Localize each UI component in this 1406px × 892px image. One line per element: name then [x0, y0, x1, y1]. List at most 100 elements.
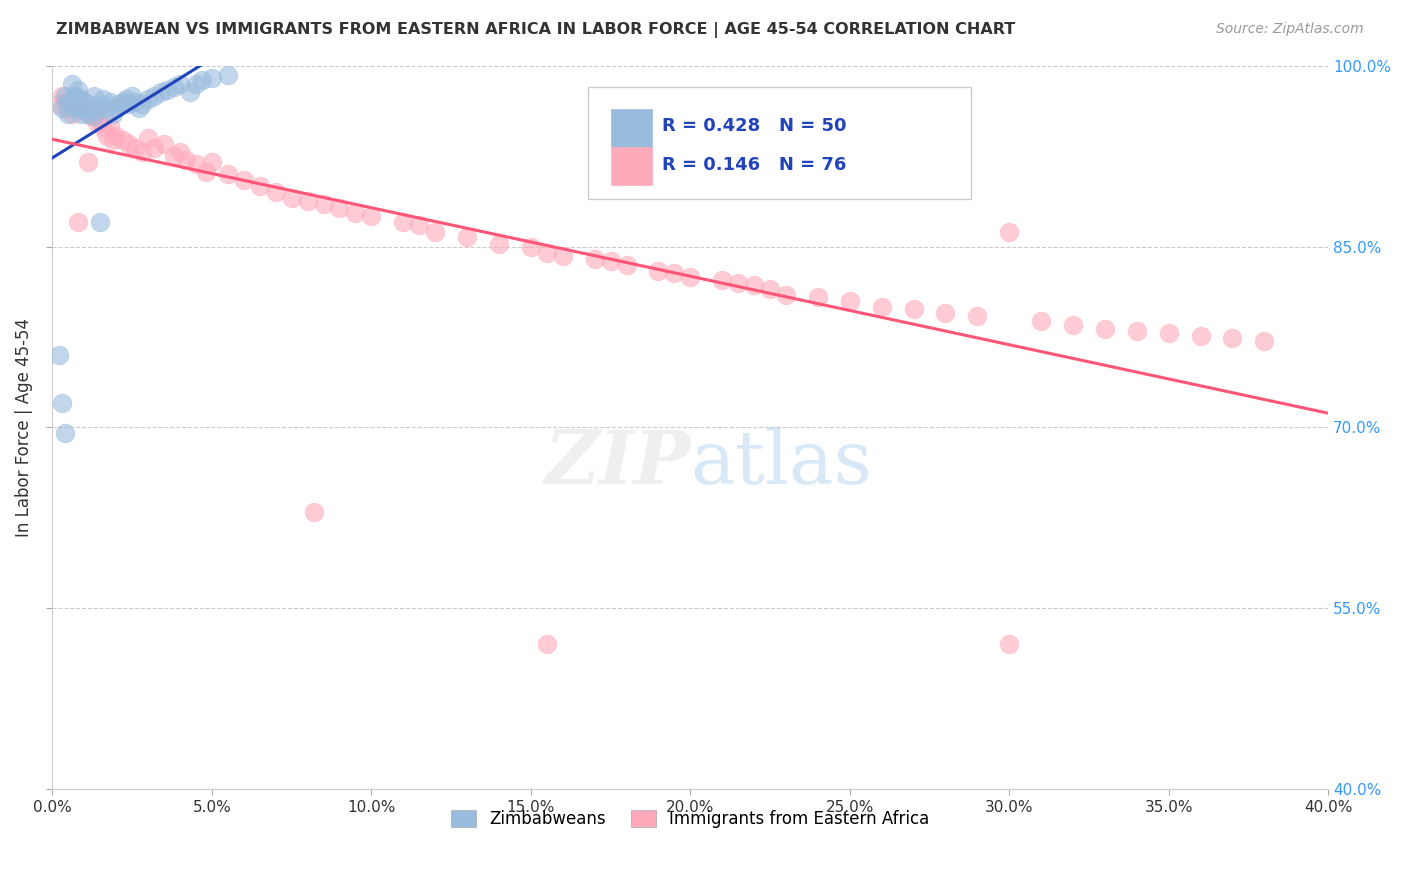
Point: [162, 149, 184, 163]
Point: [80, 109, 103, 123]
Point: [759, 282, 782, 296]
Point: [711, 273, 734, 287]
Point: [83, 107, 105, 121]
Point: [870, 300, 893, 314]
Point: [98, 119, 121, 133]
Point: [408, 218, 430, 232]
Point: [124, 95, 146, 109]
Point: [536, 638, 558, 652]
Point: [93, 92, 115, 106]
Point: [53, 95, 76, 109]
Text: atlas: atlas: [690, 427, 872, 500]
Point: [60, 107, 83, 121]
Text: ZIMBABWEAN VS IMMIGRANTS FROM EASTERN AFRICA IN LABOR FORCE | AGE 45-54 CORRELAT: ZIMBABWEAN VS IMMIGRANTS FROM EASTERN AF…: [56, 22, 1015, 38]
Point: [83, 88, 105, 103]
Point: [599, 254, 621, 268]
Point: [128, 101, 150, 115]
Point: [70, 101, 93, 115]
Point: [184, 157, 207, 171]
Point: [162, 80, 184, 95]
Point: [101, 133, 124, 147]
Point: [86, 116, 108, 130]
Point: [664, 266, 686, 280]
Point: [998, 225, 1021, 239]
Text: R = 0.146   N = 76: R = 0.146 N = 76: [662, 156, 846, 174]
Point: [903, 302, 925, 317]
Point: [201, 155, 224, 169]
Point: [156, 83, 179, 97]
Point: [76, 107, 98, 121]
Point: [51, 88, 73, 103]
Point: [838, 293, 860, 308]
Point: [63, 88, 86, 103]
Point: [73, 101, 96, 115]
Legend: Zimbabweans, Immigrants from Eastern Africa: Zimbabweans, Immigrants from Eastern Afr…: [444, 804, 936, 835]
Point: [1253, 334, 1275, 348]
Point: [1126, 324, 1149, 338]
Point: [520, 239, 543, 253]
Point: [131, 97, 153, 112]
Point: [551, 249, 574, 263]
Point: [807, 290, 830, 304]
Point: [76, 155, 98, 169]
Point: [217, 68, 239, 82]
Point: [536, 245, 558, 260]
Point: [63, 88, 86, 103]
Point: [118, 136, 141, 151]
Point: [101, 107, 124, 121]
Point: [302, 505, 325, 519]
Point: [89, 97, 111, 112]
Point: [344, 205, 367, 219]
Point: [1157, 326, 1180, 341]
Point: [76, 97, 98, 112]
Point: [149, 85, 172, 99]
FancyBboxPatch shape: [588, 87, 972, 200]
Point: [184, 77, 207, 91]
Point: [63, 97, 86, 112]
Point: [118, 97, 141, 112]
Point: [73, 97, 96, 112]
Point: [169, 145, 191, 160]
Point: [66, 83, 89, 97]
Point: [136, 92, 159, 106]
Point: [191, 73, 214, 87]
Point: [105, 101, 128, 115]
Point: [328, 201, 350, 215]
Point: [176, 153, 198, 167]
Point: [51, 396, 73, 410]
Point: [647, 263, 669, 277]
Point: [264, 186, 287, 200]
Point: [966, 310, 988, 324]
Point: [583, 252, 606, 266]
Point: [1189, 328, 1212, 343]
Y-axis label: In Labor Force | Age 45-54: In Labor Force | Age 45-54: [15, 318, 32, 537]
Point: [360, 210, 382, 224]
Point: [48, 348, 70, 362]
Point: [488, 237, 510, 252]
Point: [1094, 321, 1116, 335]
Point: [58, 101, 80, 115]
Point: [456, 230, 478, 244]
Point: [136, 131, 159, 145]
Point: [1029, 314, 1052, 328]
Point: [66, 97, 89, 112]
Point: [111, 95, 134, 109]
Point: [63, 101, 86, 115]
Point: [96, 128, 118, 143]
Point: [1062, 318, 1084, 332]
Point: [98, 95, 121, 109]
Point: [143, 140, 166, 154]
Point: [108, 97, 131, 112]
Point: [53, 426, 76, 441]
Point: [775, 287, 797, 301]
Point: [194, 165, 217, 179]
Point: [105, 128, 128, 143]
Point: [83, 109, 105, 123]
Point: [143, 88, 166, 103]
Point: [998, 638, 1021, 652]
Point: [121, 88, 143, 103]
Point: [89, 215, 111, 229]
Point: [89, 112, 111, 127]
Point: [727, 276, 749, 290]
Point: [249, 179, 271, 194]
